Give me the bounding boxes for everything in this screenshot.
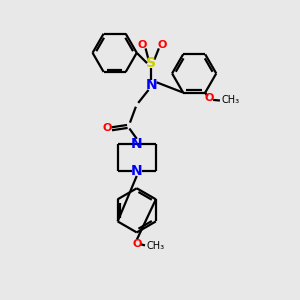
Text: N: N (131, 137, 142, 151)
Text: O: O (138, 40, 147, 50)
Text: N: N (146, 78, 157, 92)
Text: N: N (131, 164, 142, 178)
Text: O: O (132, 238, 141, 249)
Text: CH₃: CH₃ (221, 95, 239, 105)
Text: O: O (103, 123, 112, 133)
Text: S: S (146, 56, 157, 70)
Text: O: O (205, 94, 214, 103)
Text: O: O (157, 40, 167, 50)
Text: CH₃: CH₃ (146, 241, 164, 251)
